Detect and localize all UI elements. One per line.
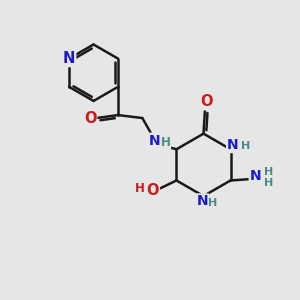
Text: N: N xyxy=(250,169,261,183)
Text: N: N xyxy=(149,134,160,148)
Text: H: H xyxy=(160,136,170,149)
Text: H: H xyxy=(208,198,217,208)
Text: N: N xyxy=(196,194,208,208)
Text: H: H xyxy=(242,141,250,151)
Text: O: O xyxy=(84,110,96,125)
Text: H: H xyxy=(135,182,145,195)
Text: H: H xyxy=(264,167,273,177)
Text: O: O xyxy=(146,183,159,198)
Text: N: N xyxy=(227,138,239,152)
Text: H: H xyxy=(264,178,273,188)
Text: O: O xyxy=(200,94,212,110)
Text: N: N xyxy=(63,51,75,66)
